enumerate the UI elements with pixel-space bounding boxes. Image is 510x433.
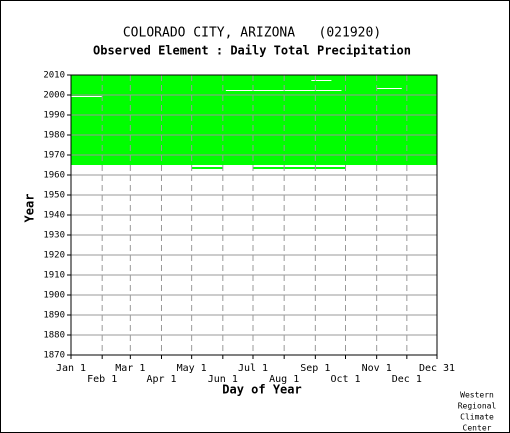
- y-tick-label: 1910: [43, 271, 65, 281]
- chart-subtitle: Observed Element : Daily Total Precipita…: [93, 44, 411, 58]
- credit: Center: [463, 424, 492, 433]
- y-tick-label: 1960: [43, 171, 65, 181]
- x-tick-label: Dec 1: [392, 374, 422, 385]
- x-tick-label: Jun 1: [208, 374, 238, 385]
- y-tick-label: 1990: [43, 111, 65, 121]
- x-tick-label: Oct 1: [330, 374, 360, 385]
- y-tick-label: 1920: [43, 251, 65, 261]
- y-tick-label: 1950: [43, 191, 65, 201]
- y-tick-label: 1900: [43, 291, 65, 301]
- y-tick-label: 1930: [43, 231, 65, 241]
- x-tick-label: Mar 1: [115, 363, 145, 374]
- credit: Climate: [460, 413, 494, 422]
- x-tick-label: Aug 1: [269, 374, 299, 385]
- x-tick-label: Feb 1: [87, 374, 117, 385]
- chart-title: COLORADO CITY, ARIZONA (021920): [123, 26, 381, 41]
- plot-border: [70, 74, 438, 356]
- y-tick-label: 1940: [43, 211, 65, 221]
- y-tick-label: 2010: [43, 71, 65, 81]
- y-tick-label: 2000: [43, 91, 65, 101]
- y-tick-label: 1880: [43, 331, 65, 341]
- missing-period: [376, 88, 402, 89]
- x-tick-label: Sep 1: [300, 363, 330, 374]
- y-tick-label: 1970: [43, 151, 65, 161]
- x-tick-label: Apr 1: [146, 374, 176, 385]
- x-tick-label: Jul 1: [238, 363, 268, 374]
- missing-period: [71, 96, 103, 97]
- x-tick-label: May 1: [177, 363, 207, 374]
- missing-period: [311, 80, 332, 81]
- y-axis-label: Year: [23, 194, 37, 223]
- y-tick-label: 1890: [43, 311, 65, 321]
- data-period: [191, 167, 223, 169]
- x-tick-label: Nov 1: [362, 363, 392, 374]
- y-tick-label: 1980: [43, 131, 65, 141]
- data-period: [252, 167, 346, 169]
- missing-period: [225, 90, 342, 91]
- x-tick-label: Dec 31: [419, 363, 455, 374]
- x-tick-label: Jan 1: [56, 363, 86, 374]
- x-axis-label: Day of Year: [222, 383, 301, 397]
- credit: Western: [460, 391, 494, 400]
- credit: Regional: [458, 402, 497, 411]
- y-tick-label: 1870: [43, 351, 65, 361]
